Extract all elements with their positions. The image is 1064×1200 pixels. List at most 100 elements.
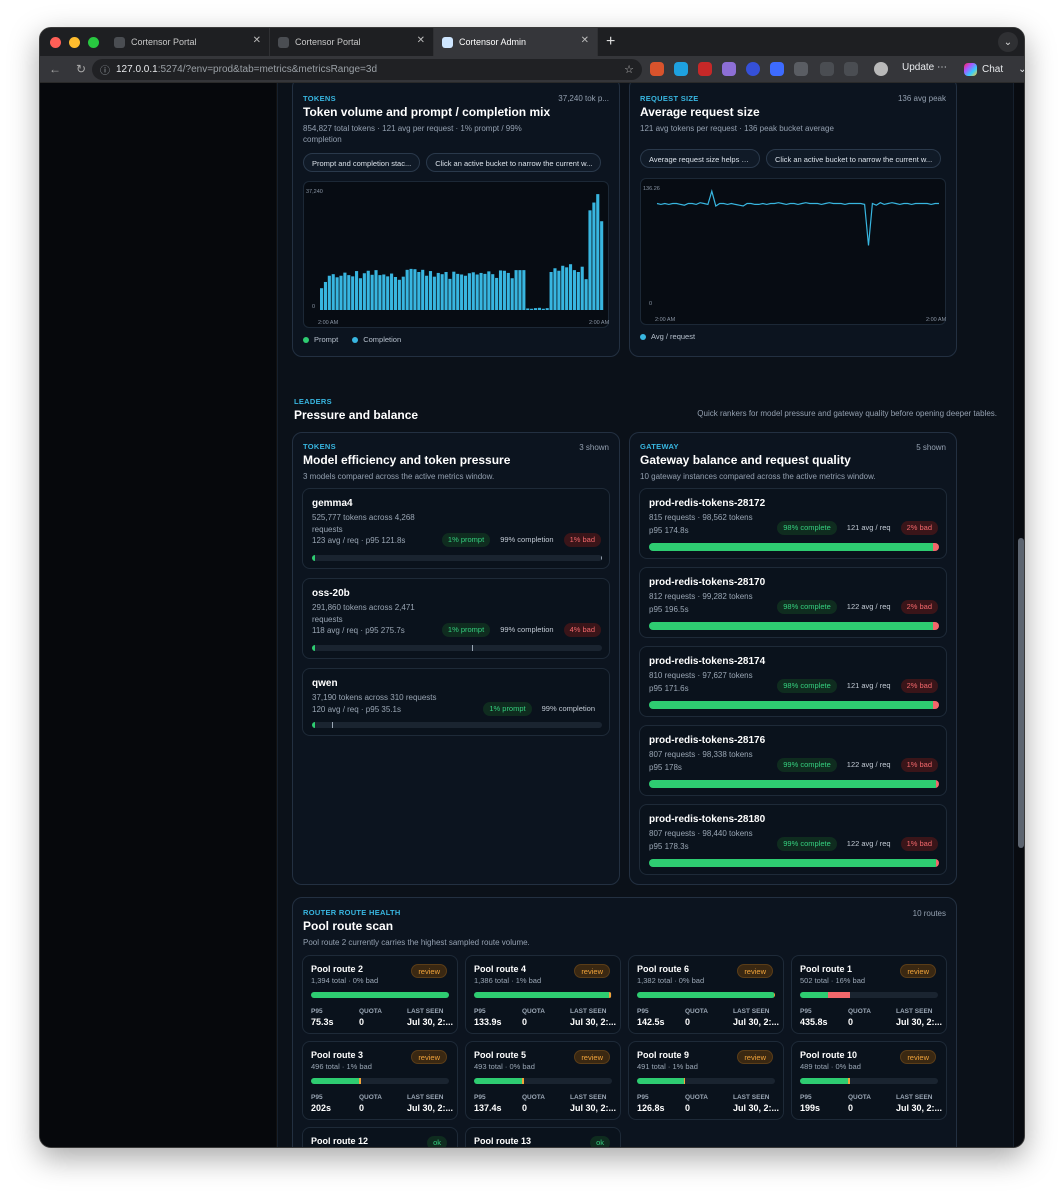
completion-bar[interactable] — [401, 276, 405, 310]
completion-bar[interactable] — [421, 269, 425, 310]
route-item[interactable]: Pool route 1 502 total · 16% bad review P95… — [791, 955, 947, 1034]
extension-feather-icon[interactable] — [722, 62, 736, 76]
completion-bar[interactable] — [432, 276, 436, 310]
tokens-chart[interactable]: 37,240 0 2:00 AM 2:00 AM — [304, 182, 610, 329]
gateway-item[interactable]: prod-redis-tokens-28170 812 requests · 99… — [639, 567, 947, 638]
zoom-window-button[interactable] — [88, 36, 99, 48]
completion-bar[interactable] — [584, 279, 588, 310]
address-bar[interactable]: ⓘ 127.0.0.1:5274/?env=prod&tab=metrics&m… — [92, 59, 642, 80]
legend-prompt[interactable]: Prompt — [303, 335, 338, 344]
route-item[interactable]: Pool route 3 496 total · 1% bad review P95 2… — [302, 1041, 458, 1120]
completion-bar[interactable] — [518, 270, 522, 310]
completion-bar[interactable] — [545, 308, 549, 310]
avg-request-line[interactable] — [656, 188, 939, 246]
tokens-chip-hint[interactable]: Click an active bucket to narrow the cur… — [426, 153, 602, 172]
browser-tab-3[interactable]: Cortensor Admin ✕ — [434, 28, 598, 56]
completion-bar[interactable] — [386, 276, 390, 310]
completion-bar[interactable] — [440, 274, 444, 310]
completion-bar[interactable] — [483, 273, 487, 310]
model-item[interactable]: gemma4 525,777 tokens across 4,268 reques… — [302, 488, 610, 569]
completion-bar[interactable] — [460, 274, 464, 310]
gateway-item[interactable]: prod-redis-tokens-28176 807 requests · 98… — [639, 725, 947, 796]
completion-bar[interactable] — [378, 275, 382, 310]
completion-bar[interactable] — [436, 272, 440, 310]
completion-bar[interactable] — [409, 268, 413, 310]
completion-bar[interactable] — [351, 276, 355, 310]
completion-bar[interactable] — [572, 270, 576, 310]
completion-bar[interactable] — [565, 267, 569, 310]
completion-bar[interactable] — [456, 273, 460, 310]
completion-bar[interactable] — [498, 270, 503, 310]
extension-arrow-icon[interactable] — [770, 62, 784, 76]
minimize-window-button[interactable] — [69, 36, 80, 48]
health-icon[interactable] — [844, 62, 858, 76]
completion-bar[interactable] — [335, 277, 339, 310]
legend-avg-request[interactable]: Avg / request — [640, 332, 695, 341]
completion-bar[interactable] — [366, 270, 370, 310]
tokens-chip-info[interactable]: Prompt and completion stac... — [303, 153, 421, 172]
completion-bar[interactable] — [428, 271, 433, 310]
browser-tab-2[interactable]: Cortensor Portal ✕ — [270, 28, 434, 56]
close-tab-icon[interactable]: ✕ — [252, 35, 261, 46]
completion-bar[interactable] — [568, 264, 573, 310]
completion-bar[interactable] — [530, 308, 534, 310]
tab-search-chevron-icon[interactable]: ⌄ — [998, 32, 1018, 52]
close-tab-icon[interactable]: ✕ — [416, 35, 425, 46]
completion-bar[interactable] — [362, 273, 366, 310]
completion-bar[interactable] — [600, 221, 604, 310]
browser-tab-1[interactable]: Cortensor Portal ✕ — [106, 28, 270, 56]
route-item[interactable]: Pool route 10 489 total · 0% bad review P95… — [791, 1041, 947, 1120]
completion-bar[interactable] — [444, 271, 448, 310]
completion-bar[interactable] — [475, 274, 479, 310]
extension-blue-icon[interactable] — [674, 62, 688, 76]
completion-bar[interactable] — [510, 278, 514, 310]
completion-bar[interactable] — [588, 210, 592, 310]
completion-bar[interactable] — [549, 271, 553, 310]
completion-bar[interactable] — [425, 275, 429, 310]
completion-bar[interactable] — [533, 308, 538, 310]
legend-completion[interactable]: Completion — [352, 335, 401, 344]
completion-bar[interactable] — [506, 272, 510, 310]
request-chart[interactable]: 136.26 0 2:00 AM 2:00 AM — [641, 179, 947, 326]
site-info-icon[interactable]: ⓘ — [100, 66, 110, 77]
completion-bar[interactable] — [553, 268, 557, 310]
completion-bar[interactable] — [580, 266, 584, 310]
completion-bar[interactable] — [463, 275, 468, 310]
completion-bar[interactable] — [320, 288, 324, 310]
completion-bar[interactable] — [467, 273, 471, 310]
new-tab-button[interactable]: + — [606, 33, 616, 50]
close-tab-icon[interactable]: ✕ — [580, 35, 589, 46]
completion-bar[interactable] — [339, 275, 343, 310]
completion-bar[interactable] — [390, 273, 394, 310]
completion-bar[interactable] — [417, 271, 421, 310]
completion-bar[interactable] — [522, 270, 526, 310]
completion-bar[interactable] — [541, 308, 545, 310]
completion-bar[interactable] — [491, 274, 495, 310]
completion-bar[interactable] — [526, 308, 530, 310]
completion-bar[interactable] — [448, 278, 452, 310]
request-plot[interactable]: 136.26 0 2:00 AM 2:00 AM — [640, 178, 947, 326]
extension-s-icon[interactable] — [746, 62, 760, 76]
close-window-button[interactable] — [50, 36, 61, 48]
gateway-item[interactable]: prod-redis-tokens-28180 807 requests · 98… — [639, 804, 947, 875]
favorites-icon[interactable] — [820, 62, 834, 76]
profile-avatar[interactable] — [874, 62, 888, 76]
completion-bar[interactable] — [374, 270, 378, 310]
request-chip-info[interactable]: Average request size helps c... — [640, 149, 760, 168]
completion-bar[interactable] — [452, 271, 456, 310]
gateway-item[interactable]: prod-redis-tokens-28174 810 requests · 97… — [639, 646, 947, 717]
completion-bar[interactable] — [347, 275, 351, 310]
route-item[interactable]: Pool route 9 491 total · 1% bad review P95 1… — [628, 1041, 784, 1120]
completion-bar[interactable] — [382, 274, 386, 310]
completion-bar[interactable] — [405, 269, 409, 310]
route-item[interactable]: Pool route 4 1,386 total · 1% bad review P9… — [465, 955, 621, 1034]
route-item[interactable]: Pool route 6 1,382 total · 0% bad review P9… — [628, 955, 784, 1034]
completion-bar[interactable] — [557, 270, 561, 310]
completion-bar[interactable] — [495, 277, 499, 310]
completion-bar[interactable] — [397, 279, 401, 310]
chat-button[interactable]: Chat ⌄ — [958, 59, 1024, 80]
completion-bar[interactable] — [343, 272, 347, 310]
reload-icon[interactable]: ↻ — [75, 62, 87, 76]
route-item[interactable]: Pool route 12158 total · 0% badok — [302, 1127, 458, 1147]
completion-bar[interactable] — [479, 272, 483, 310]
